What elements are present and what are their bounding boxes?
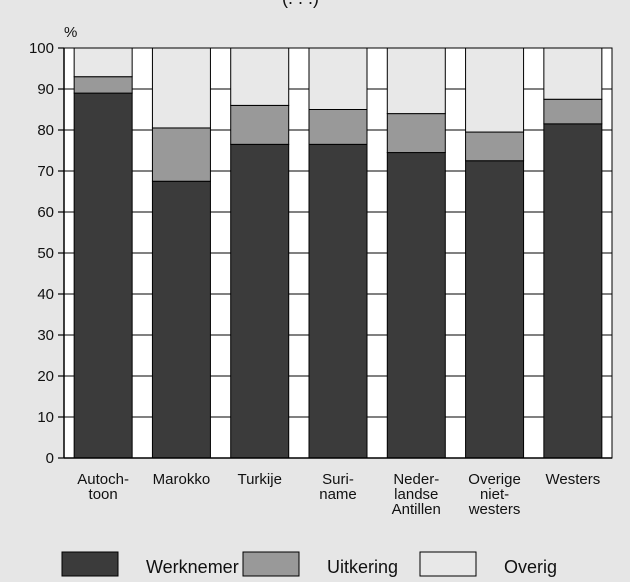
plot-area: 0 10 20 30 40 50 60 70 80 90 100 Autoch-toon Marokko… [29, 40, 613, 518]
bar-segment-uitkering-2 [151, 127, 211, 182]
bar-segment-uitkering-3 [230, 104, 290, 145]
x-category-label-7: Westers [545, 471, 600, 488]
plot-frame [63, 47, 613, 459]
y-tick-label-100: 100 [29, 40, 54, 57]
x-category-label-line: Suri- [322, 471, 354, 488]
chart-title-fragment: (. . .) [282, 0, 319, 9]
x-category-label-5: Neder-landse Antillen [392, 471, 441, 518]
y-tick-label-90: 90 [37, 81, 54, 98]
bar-segment-werknemer-2 [151, 180, 211, 459]
bar-segment-werknemer-7 [543, 123, 603, 459]
legend-label-uitkering: Uitkering [327, 557, 398, 577]
bar-segment-uitkering-7 [543, 98, 603, 125]
x-category-label-2: Marokko [153, 471, 211, 488]
x-category-label-3: Turkije [237, 471, 281, 488]
bar-segment-overig-1 [73, 47, 133, 78]
bar-segment-uitkering-6 [465, 131, 525, 162]
x-category-label-6: Overige niet-westers [468, 471, 521, 518]
bar-segment-werknemer-6 [465, 160, 525, 459]
y-tick-label-40: 40 [37, 286, 54, 303]
y-tick-label-10: 10 [37, 409, 54, 426]
bar-segment-werknemer-5 [386, 152, 446, 459]
bar-segment-overig-6 [465, 47, 525, 133]
y-tick-label-50: 50 [37, 245, 54, 262]
y-tick-label-0: 0 [46, 450, 54, 467]
legend-swatch-uitkering [242, 551, 300, 577]
y-tick-label-70: 70 [37, 163, 54, 180]
bar-segment-overig-5 [386, 47, 446, 115]
y-tick-label-80: 80 [37, 122, 54, 139]
x-category-label-line: Antillen [392, 501, 441, 518]
bar-segment-overig-2 [151, 47, 211, 129]
y-tick-label-30: 30 [37, 327, 54, 344]
x-category-label-line: Westers [545, 471, 600, 488]
y-tick-label-60: 60 [37, 204, 54, 221]
legend-swatch-overig [419, 551, 477, 577]
x-category-label-4: Suri-name [319, 471, 357, 503]
x-category-label-line: toon [89, 486, 118, 503]
x-category-label-line: Autoch- [77, 471, 129, 488]
legend: Werknemer Uitkering Overig [61, 551, 557, 577]
x-category-label-line: Turkije [237, 471, 281, 488]
bar-segment-werknemer-4 [308, 143, 368, 459]
bar-segment-werknemer-3 [230, 143, 290, 459]
legend-label-overig: Overig [504, 557, 557, 577]
y-tick-label-20: 20 [37, 368, 54, 385]
legend-swatch-werknemer [61, 551, 119, 577]
x-category-label-line: niet- [480, 486, 509, 503]
x-category-label-line: landse [394, 486, 438, 503]
bar-segment-overig-7 [543, 47, 603, 100]
y-unit-label: % [64, 24, 77, 41]
bar-segment-uitkering-4 [308, 109, 368, 145]
bar-segment-uitkering-5 [386, 113, 446, 154]
x-category-label-line: Overige [468, 471, 521, 488]
x-category-label-line: Neder- [393, 471, 439, 488]
x-category-label-line: Marokko [153, 471, 211, 488]
bar-segment-uitkering-1 [73, 76, 133, 94]
bar-segment-overig-4 [308, 47, 368, 110]
x-category-label-1: Autoch-toon [77, 471, 129, 503]
bar-segment-overig-3 [230, 47, 290, 106]
x-category-label-line: name [319, 486, 357, 503]
x-category-label-line: westers [468, 501, 521, 518]
bar-segment-werknemer-1 [73, 92, 133, 459]
legend-label-werknemer: Werknemer [146, 557, 239, 577]
